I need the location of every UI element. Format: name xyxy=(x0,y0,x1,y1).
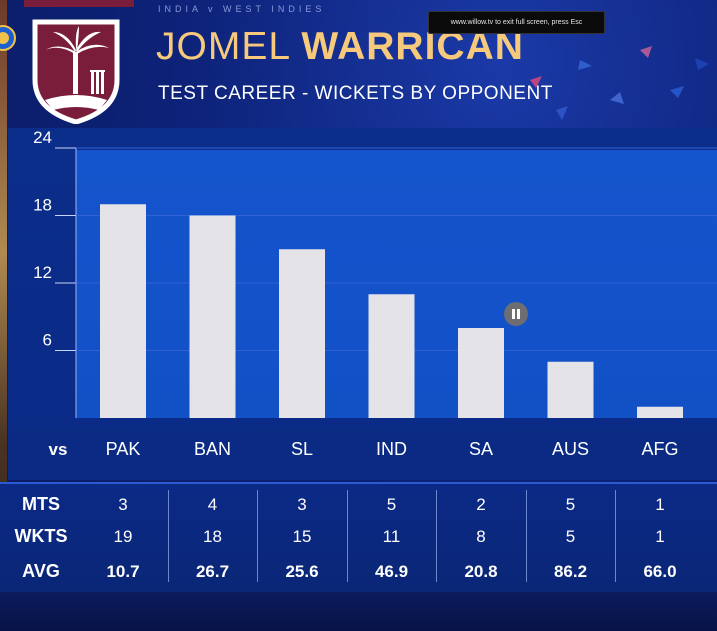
stat-label-mts: MTS xyxy=(22,494,60,514)
stat-avg-afg: 66.0 xyxy=(643,562,677,581)
west-indies-crest-icon xyxy=(32,19,120,124)
category-band xyxy=(8,427,717,479)
x-tick-label-ban: BAN xyxy=(194,439,231,459)
top-badge xyxy=(24,0,134,7)
stat-wkts-ban: 18 xyxy=(203,527,222,546)
pause-button[interactable] xyxy=(504,302,528,326)
y-tick-label: 24 xyxy=(33,128,52,147)
stat-label-wkts: WKTS xyxy=(14,526,68,546)
y-tick-label: 12 xyxy=(33,263,52,282)
column-divider xyxy=(168,490,169,582)
stat-mts-ban: 4 xyxy=(207,495,218,514)
stat-avg-sl: 25.6 xyxy=(285,562,319,581)
x-tick-label-sa: SA xyxy=(469,439,493,459)
confetti-decoration xyxy=(530,46,709,120)
x-tick-label-sl: SL xyxy=(291,439,313,459)
left-edge-strip xyxy=(0,0,7,631)
stat-mts-ind: 5 xyxy=(386,495,397,514)
stat-wkts-aus: 5 xyxy=(565,527,576,546)
chart-subtitle: TEST CAREER - WICKETS BY OPPONENT xyxy=(158,83,553,104)
bars xyxy=(100,204,683,418)
y-tick-labels: 6 12 18 24 xyxy=(33,128,52,350)
stat-mts-pak: 3 xyxy=(118,495,128,514)
stat-mts-afg: 1 xyxy=(655,495,665,514)
stat-avg-pak: 10.7 xyxy=(106,562,140,581)
y-tick-label: 18 xyxy=(33,196,52,215)
bottom-strip xyxy=(0,592,717,631)
stat-mts-sa: 2 xyxy=(476,495,486,514)
stat-wkts-ind: 11 xyxy=(382,527,401,546)
stat-wkts-pak: 19 xyxy=(113,527,133,546)
stat-label-avg: AVG xyxy=(22,561,60,581)
stat-avg-ind: 46.9 xyxy=(374,562,409,581)
stat-mts-sl: 3 xyxy=(297,495,307,514)
x-tick-label-ind: IND xyxy=(376,439,407,459)
bar-afg xyxy=(637,406,683,418)
stat-wkts-sa: 8 xyxy=(476,527,486,546)
y-tick-label: 6 xyxy=(43,331,52,350)
x-tick-label-pak: PAK xyxy=(106,439,141,459)
stats-table xyxy=(0,482,717,594)
column-divider xyxy=(347,490,348,582)
player-first-name: JOMEL xyxy=(156,25,302,68)
stat-avg-aus: 86.2 xyxy=(553,562,588,581)
stat-wkts-sl: 15 xyxy=(292,527,312,546)
bar-sa xyxy=(458,328,504,418)
stat-wkts-afg: 1 xyxy=(655,527,665,546)
x-tick-labels: PAK BAN SL IND SA AUS AFG xyxy=(106,439,679,459)
column-divider xyxy=(436,490,437,582)
match-caption: INDIA v WEST INDIES xyxy=(158,4,326,14)
bar-aus xyxy=(547,361,594,418)
bar-ind xyxy=(368,294,415,418)
fullscreen-notice: www.willow.tv to exit full screen, press… xyxy=(428,11,605,34)
x-tick-label-aus: AUS xyxy=(552,439,589,459)
bar-sl xyxy=(279,249,325,418)
stat-mts-aus: 5 xyxy=(565,495,576,514)
vs-label: vs xyxy=(49,440,68,459)
bar-ban xyxy=(189,215,236,418)
column-divider xyxy=(615,490,616,582)
x-tick-label-afg: AFG xyxy=(641,439,678,459)
column-divider xyxy=(526,490,527,582)
bcci-crest-icon xyxy=(0,25,16,51)
stat-avg-ban: 26.7 xyxy=(195,562,230,581)
bar-pak xyxy=(100,204,146,418)
column-divider xyxy=(257,490,258,582)
stat-avg-sa: 20.8 xyxy=(464,562,498,581)
